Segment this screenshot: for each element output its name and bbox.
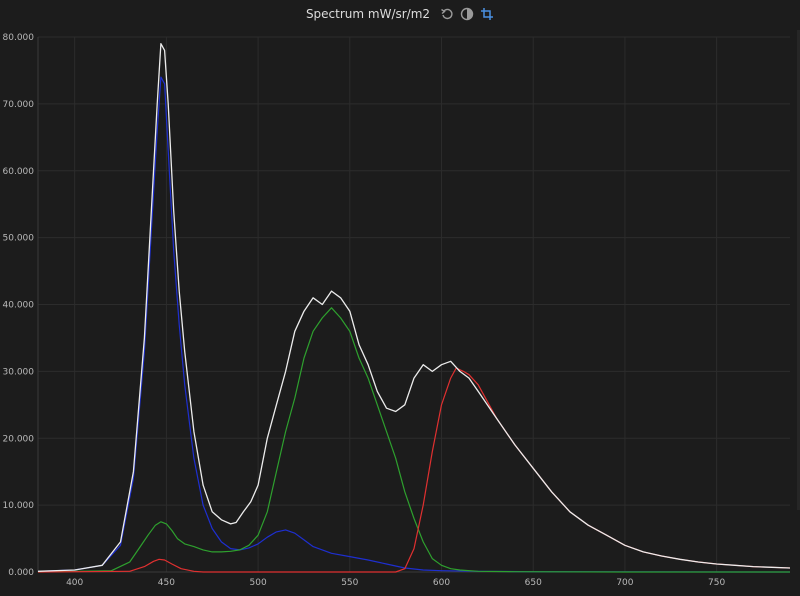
y-tick-label: 20.000 — [3, 434, 35, 444]
series-line-2 — [37, 307, 790, 573]
x-tick-label: 450 — [158, 578, 175, 588]
x-tick-label: 600 — [433, 578, 450, 588]
y-tick-label: 30.000 — [3, 367, 35, 377]
y-tick-label: 0.000 — [8, 568, 34, 578]
series-line-3 — [37, 367, 791, 573]
x-tick-label: 750 — [708, 578, 725, 588]
y-axis-ticks: 0.000 10.000 20.000 30.000 40.000 50.000 60.00… — [3, 33, 35, 578]
y-tick-label: 70.000 — [3, 100, 35, 110]
y-tick-label: 50.000 — [3, 234, 35, 244]
crop-icon[interactable] — [480, 7, 494, 21]
x-tick-label: 650 — [525, 578, 542, 588]
grid-lines — [37, 36, 790, 573]
y-tick-label: 80.000 — [3, 33, 35, 43]
y-tick-label: 10.000 — [3, 501, 35, 511]
contrast-icon[interactable] — [460, 7, 474, 21]
side-panel-edge — [797, 30, 800, 510]
series-line-0 — [37, 43, 791, 572]
series-lines — [37, 43, 791, 573]
chart-header: Spectrum mW/sr/m2 — [0, 0, 800, 28]
series-line-1 — [37, 76, 791, 573]
x-tick-label: 550 — [341, 578, 358, 588]
x-tick-label: 500 — [250, 578, 267, 588]
x-axis-ticks: 400 450 500 550 600 650 700 750 — [66, 578, 725, 588]
x-tick-label: 700 — [616, 578, 633, 588]
x-tick-label: 400 — [66, 578, 83, 588]
reset-icon[interactable] — [440, 7, 454, 21]
y-tick-label: 40.000 — [3, 301, 35, 311]
chart-title: Spectrum mW/sr/m2 — [305, 7, 431, 21]
y-tick-label: 60.000 — [3, 167, 35, 177]
